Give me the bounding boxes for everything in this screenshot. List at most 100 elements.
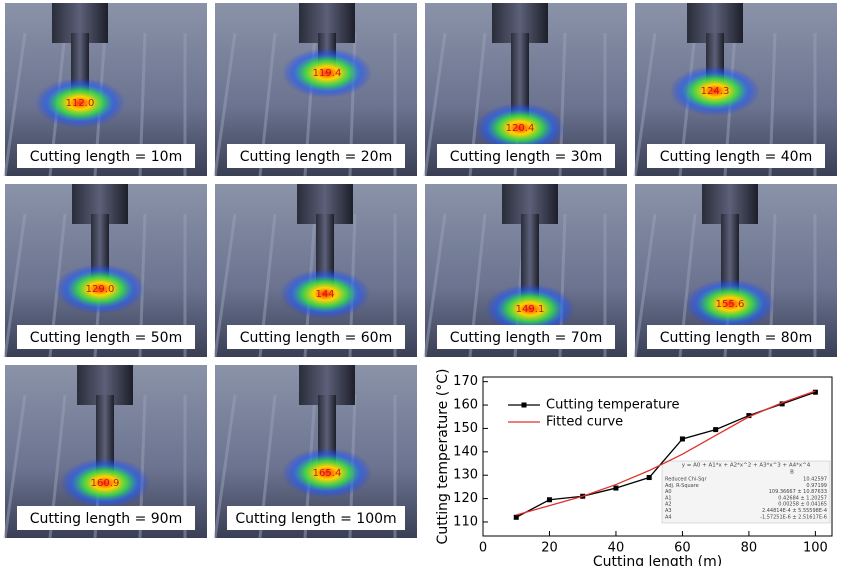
x-tick-label: 100 <box>803 541 828 556</box>
temperature-label: 149.1 <box>516 304 545 315</box>
caption-box <box>647 144 825 168</box>
series-line <box>516 390 816 516</box>
temperature-label: 120.4 <box>506 123 535 134</box>
x-tick-label: 20 <box>541 541 558 556</box>
caption-box <box>17 144 195 168</box>
fit-param: A4 <box>665 514 672 520</box>
fit-value: 0.97199 <box>806 483 827 489</box>
plate-groove <box>423 213 447 358</box>
x-tick-label: 40 <box>608 541 625 556</box>
caption: Cutting length = 80m <box>660 330 812 346</box>
heat-spot <box>685 279 775 329</box>
legend-marker <box>521 402 527 408</box>
fit-param: A1 <box>665 495 672 501</box>
caption: Cutting length = 40m <box>660 149 812 165</box>
heat-spot <box>60 458 150 508</box>
caption: Cutting length = 50m <box>30 330 182 346</box>
heat-spot <box>670 66 760 116</box>
image-panel: 160.9 Cutting length = 90m <box>3 365 207 539</box>
data-point <box>679 436 685 442</box>
y-tick-label: 110 <box>453 514 478 529</box>
data-point <box>779 401 785 407</box>
data-point <box>646 475 652 481</box>
caption: Cutting length = 10m <box>30 149 182 165</box>
heat-spot <box>35 78 125 128</box>
legend-label: Cutting temperature <box>546 398 679 413</box>
y-axis-title: Cutting temperature (°C) <box>435 369 451 545</box>
image-panel: 124.3 Cutting length = 40m <box>633 3 837 177</box>
caption: Cutting length = 20m <box>240 149 392 165</box>
fit-param: A3 <box>665 508 672 514</box>
caption-box <box>17 506 195 530</box>
plate-groove <box>423 32 447 177</box>
plate-groove <box>3 213 27 358</box>
fit-column: B <box>790 470 794 476</box>
x-tick-label: 60 <box>674 541 691 556</box>
legend-label: Fitted curve <box>546 415 623 430</box>
data-point <box>513 514 519 520</box>
temperature-label: 160.9 <box>91 478 120 489</box>
temperature-label: 129.0 <box>86 284 115 295</box>
y-tick-label: 120 <box>453 491 478 506</box>
temperature-label: 144 <box>315 289 334 300</box>
data-point <box>812 389 818 395</box>
plate-groove <box>213 394 237 539</box>
fit-param: A0 <box>665 489 672 495</box>
caption-box <box>437 144 615 168</box>
image-panel: 119.4 Cutting length = 20m <box>213 3 417 177</box>
data-point <box>546 497 552 503</box>
caption-box <box>647 325 825 349</box>
fit-value: 0.42684 ± 1.20257 <box>778 495 827 501</box>
y-tick-label: 140 <box>453 444 478 459</box>
caption-box <box>437 325 615 349</box>
plate-groove <box>3 394 27 539</box>
image-panel: 129.0 Cutting length = 50m <box>3 184 207 358</box>
caption-box <box>227 325 405 349</box>
plate-groove <box>3 32 27 177</box>
data-point <box>613 485 619 491</box>
fit-value: 109.36667 ± 10.87633 <box>769 489 827 495</box>
y-tick-label: 170 <box>453 374 478 389</box>
heat-spot <box>280 269 370 319</box>
x-tick-label: 0 <box>479 541 487 556</box>
temperature-label: 155.6 <box>716 299 745 310</box>
fit-param: A2 <box>665 502 672 508</box>
caption: Cutting length = 100m <box>235 511 396 527</box>
plate-groove <box>213 32 237 177</box>
temperature-label: 119.4 <box>313 68 342 79</box>
caption: Cutting length = 30m <box>450 149 602 165</box>
fit-table: y = A0 + A1*x + A2*x^2 + A3*x^3 + A4*x^4… <box>661 460 831 524</box>
heat-spot <box>485 284 575 334</box>
fit-equation: y = A0 + A1*x + A2*x^2 + A3*x^3 + A4*x^4 <box>682 463 811 469</box>
plate-groove <box>213 213 237 358</box>
x-tick-label: 80 <box>741 541 758 556</box>
caption-box <box>227 506 405 530</box>
heat-spot <box>55 264 145 314</box>
caption: Cutting length = 60m <box>240 330 392 346</box>
fit-table-box <box>661 460 831 524</box>
y-tick-label: 130 <box>453 468 478 483</box>
caption-box <box>17 325 195 349</box>
plate-groove <box>633 213 657 358</box>
temperature-label: 124.3 <box>701 86 730 97</box>
image-panel: 120.4 Cutting length = 30m <box>423 3 627 177</box>
fit-value: -1.57251E-6 ± 2.51617E-6 <box>760 514 827 520</box>
temperature-label: 165.4 <box>313 468 342 479</box>
caption: Cutting length = 90m <box>30 511 182 527</box>
data-point <box>713 427 719 433</box>
image-panel: 144 Cutting length = 60m <box>213 184 417 358</box>
heat-spot <box>282 448 372 498</box>
y-tick-label: 160 <box>453 398 478 413</box>
fit-param: Adj. R-Square <box>665 483 699 489</box>
plate-groove <box>633 32 657 177</box>
image-panel: 165.4 Cutting length = 100m <box>213 365 417 539</box>
data-point <box>746 413 752 419</box>
image-panel: 112.0 Cutting length = 10m <box>3 3 207 177</box>
y-tick-label: 150 <box>453 421 478 436</box>
temperature-label: 112.0 <box>66 98 95 109</box>
image-panel: 155.6 Cutting length = 80m <box>633 184 837 358</box>
heat-spot <box>475 103 565 153</box>
heat-spot <box>282 48 372 98</box>
fit-param: Reduced Chi-Sqr <box>665 477 707 483</box>
